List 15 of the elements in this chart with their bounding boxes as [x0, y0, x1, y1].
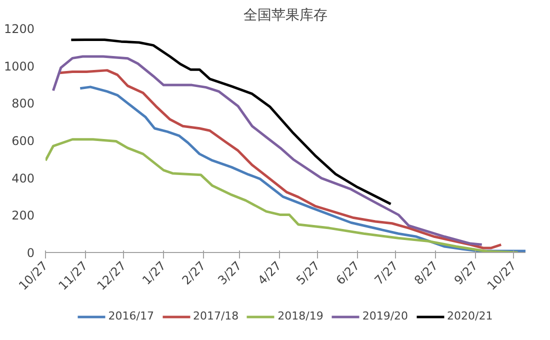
legend-label: 2017/18: [192, 310, 239, 322]
legend-label: 2019/20: [362, 310, 408, 322]
y-tick-label: 1000: [4, 59, 35, 74]
y-tick-label: 800: [12, 96, 34, 111]
chart-title: 全国苹果库存: [244, 8, 328, 24]
legend-label: 2020/21: [447, 310, 493, 322]
legend-label: 2018/19: [278, 310, 324, 322]
y-tick-label: 600: [12, 134, 34, 148]
line-series: [46, 138, 520, 252]
y-tick-label: 1200: [4, 22, 35, 36]
y-tick-label: 200: [12, 208, 34, 223]
line-series: [70, 38, 392, 206]
y-tick-label: 400: [12, 171, 34, 186]
y-tick-label: 0: [26, 246, 35, 260]
legend-label: 2016/17: [108, 310, 154, 322]
